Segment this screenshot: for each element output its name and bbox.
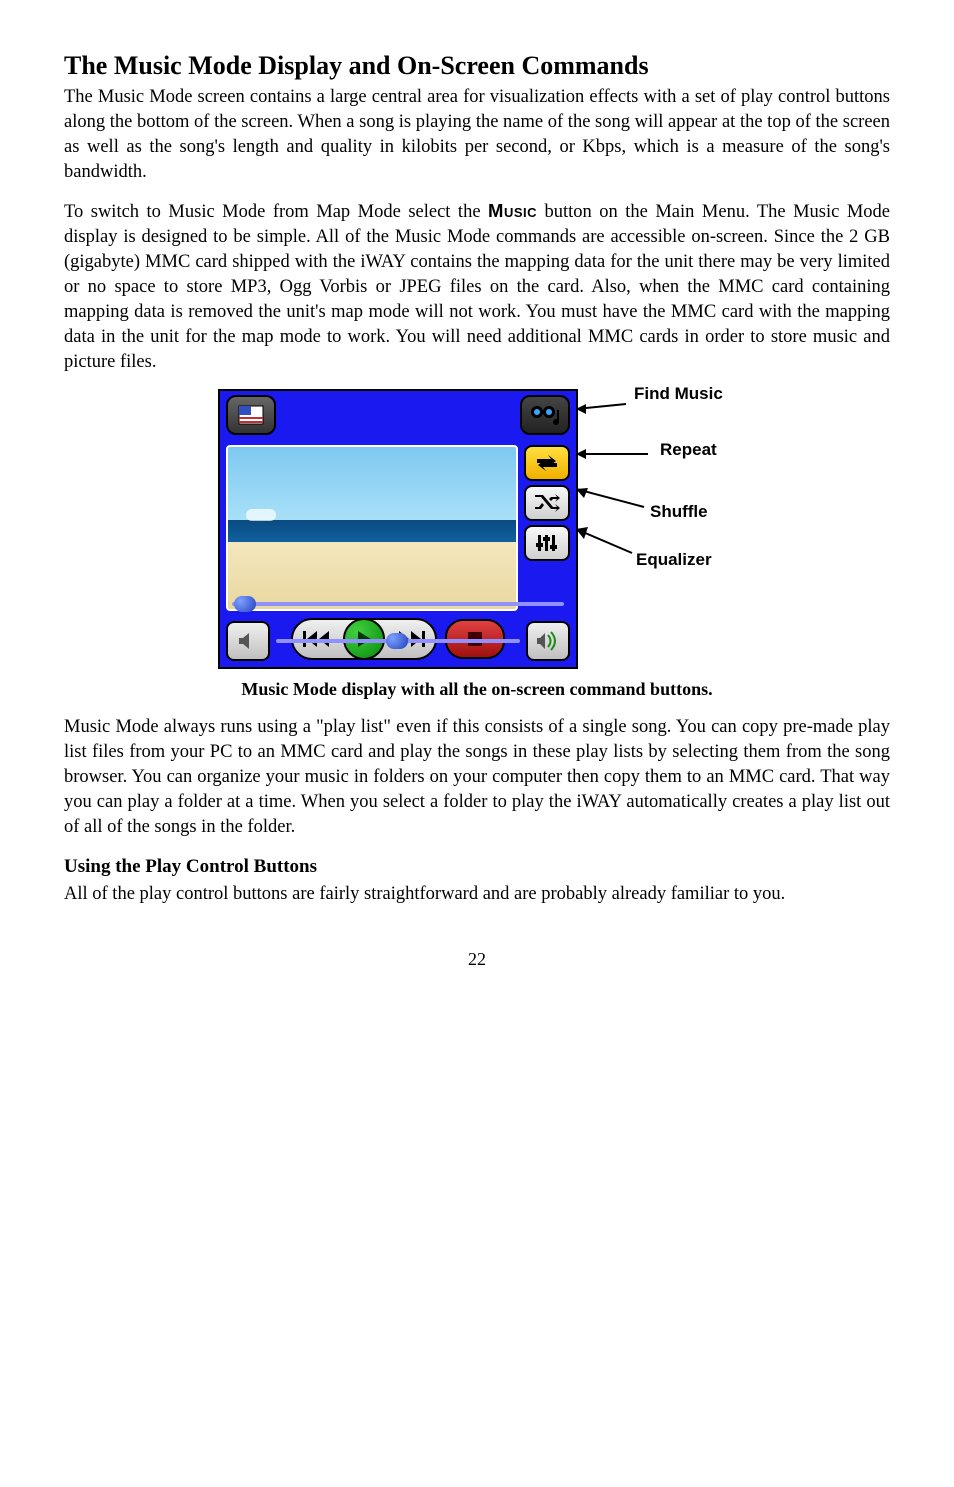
equalizer-label: Equalizer	[636, 549, 712, 572]
progress-slider[interactable]	[226, 597, 570, 611]
music-button-label: Music	[488, 200, 537, 221]
paragraph-mode-switch: To switch to Music Mode from Map Mode se…	[64, 199, 890, 375]
para2-part-a: To switch to Music Mode from Map Mode se…	[64, 202, 488, 222]
paragraph-intro: The Music Mode screen contains a large c…	[64, 85, 890, 185]
page-number: 22	[64, 947, 890, 971]
find-music-label: Find Music	[634, 385, 723, 404]
volume-slider[interactable]	[276, 639, 520, 643]
shuffle-label: Shuffle	[650, 501, 708, 524]
paragraph-controls: All of the play control buttons are fair…	[64, 882, 890, 907]
figure-music-mode: Find Music Repeat Shuffle Equalizer Musi…	[64, 389, 890, 701]
home-icon[interactable]	[226, 395, 276, 435]
repeat-button[interactable]	[524, 445, 570, 481]
equalizer-button[interactable]	[524, 525, 570, 561]
para2-part-b: button on the Main Menu. The Music Mode …	[64, 202, 890, 372]
figure-caption: Music Mode display with all the on-scree…	[64, 677, 890, 701]
music-mode-screenshot	[218, 389, 578, 669]
volume-icon[interactable]	[526, 621, 570, 661]
mute-icon[interactable]	[226, 621, 270, 661]
shuffle-button[interactable]	[524, 485, 570, 521]
subsection-heading: Using the Play Control Buttons	[64, 854, 890, 880]
visualization-area	[226, 445, 518, 611]
section-heading: The Music Mode Display and On-Screen Com…	[64, 48, 890, 83]
paragraph-playlist: Music Mode always runs using a "play lis…	[64, 715, 890, 840]
find-music-icon[interactable]	[520, 395, 570, 435]
repeat-label: Repeat	[660, 439, 717, 462]
